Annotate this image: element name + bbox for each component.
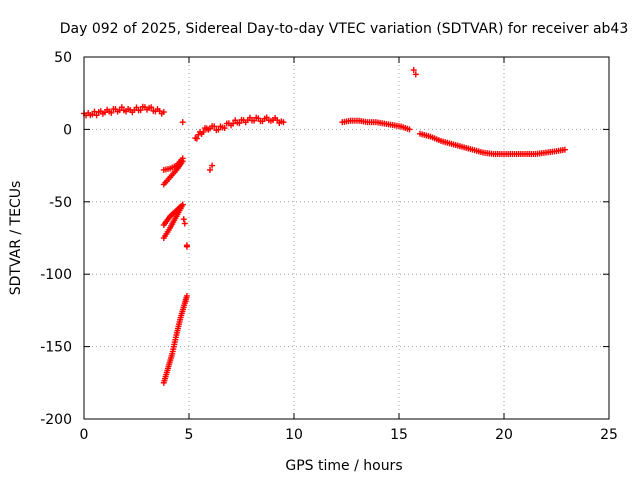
data-point <box>215 126 222 133</box>
data-point <box>561 146 568 153</box>
data-point <box>108 109 115 116</box>
data-point <box>93 112 100 119</box>
data-point <box>412 71 419 78</box>
x-tick-label: 5 <box>185 427 194 443</box>
y-axis-label: SDTVAR / TECUs <box>8 181 24 296</box>
data-point <box>180 216 187 223</box>
data-point <box>209 162 216 169</box>
y-tick-label: -200 <box>40 412 72 428</box>
x-tick-label: 15 <box>390 427 408 443</box>
x-tick-label: 0 <box>80 427 89 443</box>
x-tick-label: 10 <box>285 427 303 443</box>
data-point <box>179 201 186 208</box>
data-points <box>81 67 568 386</box>
y-tick-label: -150 <box>40 340 72 356</box>
x-tick-label: 25 <box>600 427 618 443</box>
data-point <box>137 107 144 114</box>
data-point <box>211 123 218 130</box>
data-point <box>160 109 167 116</box>
data-point <box>280 119 287 126</box>
data-point <box>230 120 237 127</box>
data-point <box>200 128 207 135</box>
data-point <box>148 104 155 111</box>
data-point <box>410 67 417 74</box>
chart-title: Day 092 of 2025, Sidereal Day-to-day VTE… <box>60 21 629 37</box>
data-point <box>181 220 188 227</box>
y-tick-label: 0 <box>63 122 72 138</box>
data-point <box>207 166 213 173</box>
data-point <box>183 292 190 299</box>
y-tick-label: -50 <box>49 195 72 211</box>
data-point <box>236 120 243 127</box>
x-tick-label: 20 <box>495 427 513 443</box>
x-axis-label: GPS time / hours <box>285 458 402 474</box>
data-point <box>193 135 200 142</box>
data-point <box>221 125 228 132</box>
grid-layer <box>84 57 609 419</box>
data-point <box>406 126 413 133</box>
y-tick-label: 50 <box>54 50 72 66</box>
data-point <box>183 243 190 250</box>
data-point <box>118 104 125 111</box>
data-point <box>179 155 186 162</box>
plot-frame <box>83 56 610 420</box>
y-tick-label: -100 <box>40 267 72 283</box>
data-point <box>179 119 186 126</box>
